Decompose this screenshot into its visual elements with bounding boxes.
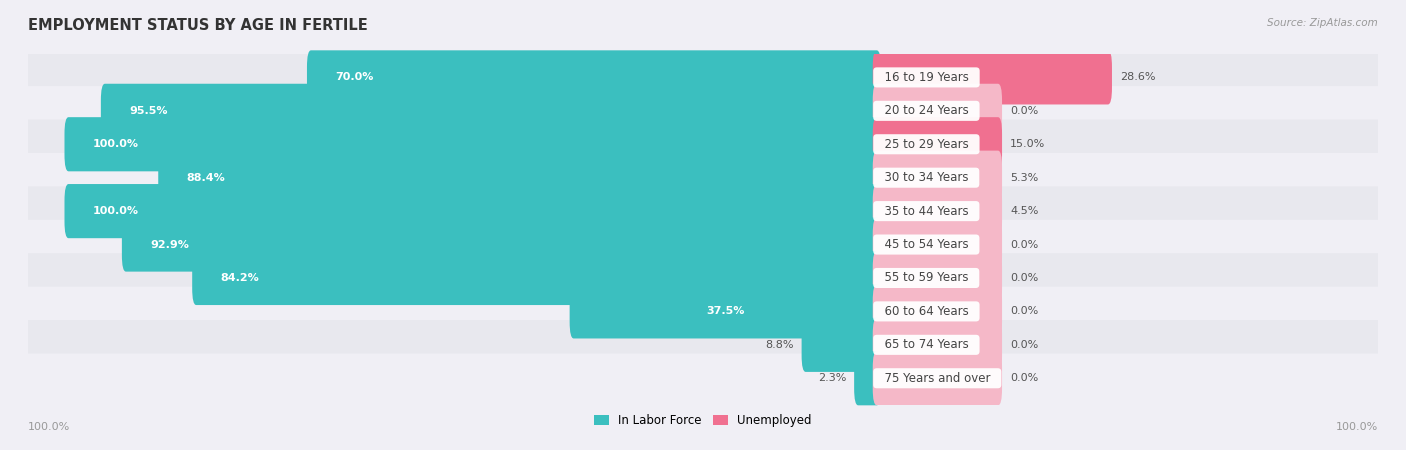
- Text: 100.0%: 100.0%: [28, 422, 70, 432]
- FancyBboxPatch shape: [873, 84, 1002, 138]
- Text: 0.0%: 0.0%: [1010, 106, 1039, 116]
- Text: 55 to 59 Years: 55 to 59 Years: [877, 271, 976, 284]
- FancyBboxPatch shape: [25, 53, 1381, 102]
- FancyBboxPatch shape: [65, 117, 880, 171]
- Text: 30 to 34 Years: 30 to 34 Years: [877, 171, 976, 184]
- FancyBboxPatch shape: [801, 318, 880, 372]
- Text: 0.0%: 0.0%: [1010, 340, 1039, 350]
- FancyBboxPatch shape: [25, 354, 1381, 403]
- FancyBboxPatch shape: [25, 220, 1381, 269]
- Text: 65 to 74 Years: 65 to 74 Years: [877, 338, 976, 351]
- Text: 28.6%: 28.6%: [1121, 72, 1156, 82]
- FancyBboxPatch shape: [853, 351, 880, 405]
- Text: 70.0%: 70.0%: [335, 72, 374, 82]
- Text: 100.0%: 100.0%: [93, 139, 139, 149]
- FancyBboxPatch shape: [122, 217, 880, 272]
- FancyBboxPatch shape: [873, 251, 1002, 305]
- Text: 5.3%: 5.3%: [1010, 173, 1039, 183]
- Text: 84.2%: 84.2%: [221, 273, 259, 283]
- Text: 100.0%: 100.0%: [93, 206, 139, 216]
- Text: 92.9%: 92.9%: [150, 239, 188, 250]
- FancyBboxPatch shape: [873, 50, 1112, 104]
- Text: 0.0%: 0.0%: [1010, 306, 1039, 316]
- Text: 15.0%: 15.0%: [1010, 139, 1046, 149]
- FancyBboxPatch shape: [873, 184, 1002, 238]
- Text: 25 to 29 Years: 25 to 29 Years: [877, 138, 976, 151]
- Text: 8.8%: 8.8%: [765, 340, 793, 350]
- Text: 0.0%: 0.0%: [1010, 273, 1039, 283]
- Text: 35 to 44 Years: 35 to 44 Years: [877, 205, 976, 218]
- Text: 0.0%: 0.0%: [1010, 373, 1039, 383]
- Text: 2.3%: 2.3%: [818, 373, 846, 383]
- FancyBboxPatch shape: [25, 120, 1381, 169]
- Text: 95.5%: 95.5%: [129, 106, 167, 116]
- Text: 4.5%: 4.5%: [1010, 206, 1039, 216]
- FancyBboxPatch shape: [25, 153, 1381, 202]
- FancyBboxPatch shape: [873, 284, 1002, 338]
- Text: 37.5%: 37.5%: [706, 306, 744, 316]
- FancyBboxPatch shape: [569, 284, 880, 338]
- Text: 88.4%: 88.4%: [187, 173, 225, 183]
- FancyBboxPatch shape: [25, 253, 1381, 303]
- Text: 16 to 19 Years: 16 to 19 Years: [877, 71, 976, 84]
- Text: 75 Years and over: 75 Years and over: [877, 372, 998, 385]
- FancyBboxPatch shape: [159, 151, 880, 205]
- FancyBboxPatch shape: [873, 117, 1002, 171]
- Text: 100.0%: 100.0%: [1336, 422, 1378, 432]
- Text: 45 to 54 Years: 45 to 54 Years: [877, 238, 976, 251]
- Text: Source: ZipAtlas.com: Source: ZipAtlas.com: [1267, 18, 1378, 28]
- Text: 60 to 64 Years: 60 to 64 Years: [877, 305, 976, 318]
- FancyBboxPatch shape: [873, 318, 1002, 372]
- FancyBboxPatch shape: [25, 287, 1381, 336]
- FancyBboxPatch shape: [873, 151, 1002, 205]
- FancyBboxPatch shape: [25, 86, 1381, 135]
- FancyBboxPatch shape: [873, 351, 1002, 405]
- FancyBboxPatch shape: [65, 184, 880, 238]
- FancyBboxPatch shape: [101, 84, 880, 138]
- Text: 20 to 24 Years: 20 to 24 Years: [877, 104, 976, 117]
- Text: 0.0%: 0.0%: [1010, 239, 1039, 250]
- FancyBboxPatch shape: [307, 50, 880, 104]
- FancyBboxPatch shape: [193, 251, 880, 305]
- Text: EMPLOYMENT STATUS BY AGE IN FERTILE: EMPLOYMENT STATUS BY AGE IN FERTILE: [28, 18, 368, 33]
- FancyBboxPatch shape: [873, 217, 1002, 272]
- FancyBboxPatch shape: [25, 186, 1381, 236]
- FancyBboxPatch shape: [25, 320, 1381, 369]
- Legend: In Labor Force, Unemployed: In Labor Force, Unemployed: [595, 414, 811, 427]
